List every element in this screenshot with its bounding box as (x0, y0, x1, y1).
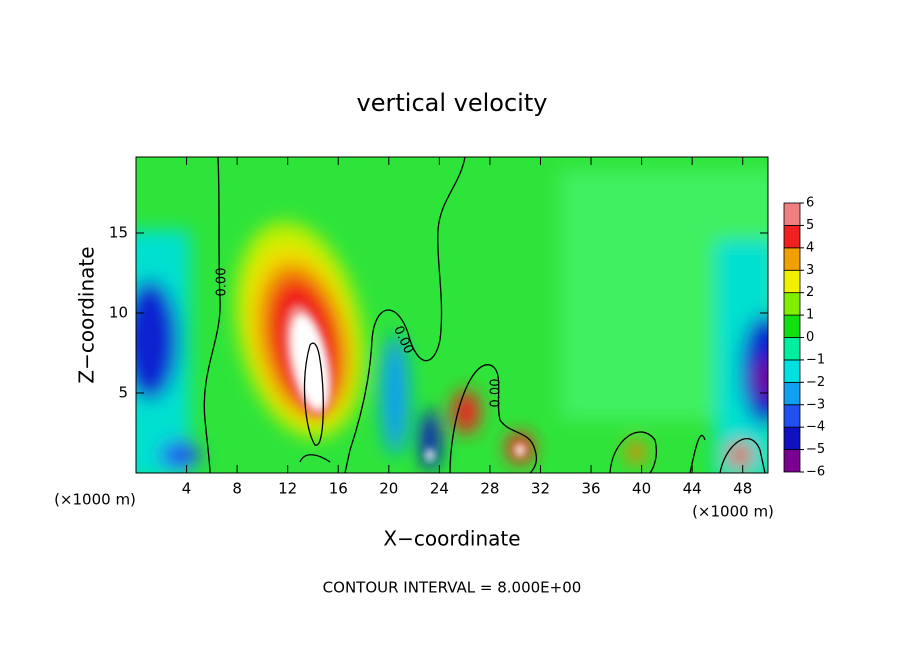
colorbar-box (783, 269, 801, 294)
x-tick-label: 4 (182, 480, 192, 498)
contour-label: 0.00 (215, 268, 230, 297)
footnote: CONTOUR INTERVAL = 8.000E+00 (323, 579, 582, 597)
colorbar-box (783, 359, 801, 383)
colorbar-box (783, 202, 801, 226)
x-tick-label: 16 (329, 480, 348, 498)
y-axis-label: Z−coordinate (75, 246, 99, 383)
x-tick-label: 40 (632, 480, 651, 498)
x-axis-label: X−coordinate (383, 527, 520, 551)
x-tick-label: 12 (278, 480, 297, 498)
colorbar-label: 3 (806, 263, 814, 278)
colorbar-box (783, 426, 801, 450)
colorbar-label: 4 (806, 240, 814, 255)
x-unit-label: (×1000 m) (54, 491, 136, 509)
x-tick-label: 28 (480, 480, 499, 498)
y-tick-label: 5 (118, 384, 128, 402)
colorbar-box (783, 404, 801, 428)
colorbar-box (783, 247, 801, 271)
colorbar-box (783, 337, 801, 361)
contour-field (136, 157, 768, 473)
colorbar-label: −4 (806, 420, 825, 435)
plot-frame (135, 156, 769, 474)
colorbar-label: −3 (806, 397, 825, 412)
x-tick-label: 8 (232, 480, 242, 498)
x-tick-label: 44 (683, 480, 702, 498)
colorbar-label: 2 (806, 285, 814, 300)
x-tick-label: 36 (581, 480, 600, 498)
colorbar-label: −1 (806, 352, 825, 367)
colorbar-label: 6 (806, 196, 814, 211)
colorbar-label: −2 (806, 375, 825, 390)
colorbar-box (783, 449, 801, 473)
colorbar-label: −5 (806, 442, 825, 457)
colorbar-box (783, 292, 801, 316)
x-tick-label: 48 (733, 480, 752, 498)
chart-title: vertical velocity (357, 89, 548, 117)
colorbar-label: 5 (806, 218, 814, 233)
colorbar-label: 0 (806, 330, 814, 345)
x-unit-label: (×1000 m) (692, 503, 774, 521)
colorbar-label: −6 (806, 465, 825, 480)
y-tick-label: 10 (109, 304, 128, 322)
colorbar-box (783, 314, 801, 338)
y-tick-label: 15 (109, 224, 128, 242)
contour-label: 0.00 (489, 379, 504, 408)
x-tick-label: 20 (379, 480, 398, 498)
colorbar-label: 1 (806, 308, 814, 323)
x-tick-label: 24 (430, 480, 449, 498)
x-tick-label: 32 (531, 480, 550, 498)
colorbar-box (783, 225, 801, 249)
colorbar-box (783, 381, 801, 406)
